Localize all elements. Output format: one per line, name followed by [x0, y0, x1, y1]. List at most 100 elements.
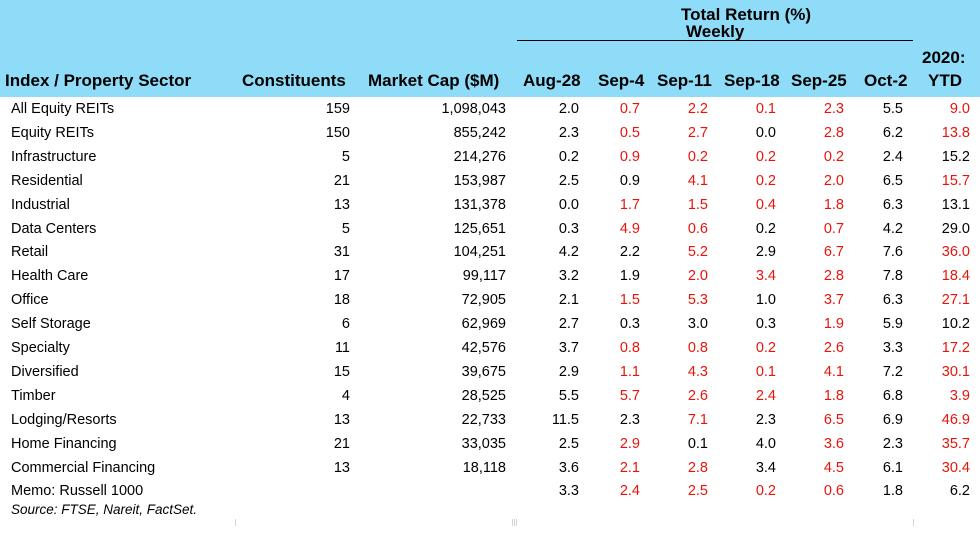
col-header-week-5: Sep-25 [791, 71, 847, 90]
row-weekly-return: 3.3 [558, 483, 579, 500]
row-weekly-return: 1.7 [619, 196, 640, 213]
row-weekly-return: 0.8 [619, 340, 640, 356]
row-sector-name: Infrastructure [11, 148, 97, 165]
row-weekly-return: 0.3 [558, 220, 579, 237]
row-constituents: 13 [333, 196, 350, 213]
row-weekly-return: 0.5 [619, 124, 640, 141]
row-constituents: 13 [333, 459, 350, 476]
row-weekly-return: 0.1 [687, 435, 708, 452]
row-weekly-return: 1.9 [619, 268, 640, 285]
row-weekly-return: 0.1 [755, 101, 776, 117]
row-sector-name: Lodging/Resorts [11, 411, 117, 428]
row-weekly-return: 7.6 [882, 244, 903, 261]
tick-mark [514, 519, 515, 526]
row-weekly-return: 2.9 [619, 435, 640, 452]
col-header-week-6: Oct-2 [864, 71, 908, 90]
row-weekly-return: 5.7 [619, 387, 640, 404]
row-ytd-return: 36.0 [941, 244, 970, 261]
row-weekly-return: 2.9 [755, 244, 776, 261]
row-weekly-return: 2.1 [619, 459, 640, 476]
row-weekly-return: 0.2 [755, 483, 776, 500]
row-constituents: 15 [333, 363, 350, 380]
row-market-cap: 62,969 [461, 316, 506, 333]
row-weekly-return: 7.8 [882, 268, 903, 285]
row-weekly-return: 0.6 [687, 220, 708, 237]
row-weekly-return: 2.2 [687, 101, 708, 117]
group-underline [517, 40, 913, 41]
row-weekly-return: 3.6 [823, 435, 844, 452]
row-weekly-return: 4.2 [882, 220, 903, 237]
row-sector-name: All Equity REITs [11, 101, 115, 117]
row-ytd-return: 13.8 [941, 124, 970, 141]
row-weekly-return: 3.4 [755, 459, 776, 476]
col-header-constituents: Constituents [242, 71, 346, 90]
row-sector-name: Home Financing [11, 435, 117, 452]
row-weekly-return: 2.5 [558, 172, 579, 189]
tick-mark [512, 519, 513, 526]
row-weekly-return: 3.0 [687, 316, 708, 333]
row-market-cap: 33,035 [461, 435, 506, 452]
row-market-cap: 72,905 [461, 292, 506, 309]
row-constituents: 6 [341, 316, 350, 333]
row-weekly-return: 5.9 [882, 316, 903, 333]
row-weekly-return: 6.5 [882, 172, 903, 189]
row-sector-name: Health Care [11, 268, 89, 285]
row-sector-name: Industrial [11, 196, 70, 213]
row-ytd-return: 15.7 [941, 172, 970, 189]
row-weekly-return: 3.6 [558, 459, 579, 476]
row-sector-name: Timber [11, 387, 56, 404]
row-weekly-return: 0.2 [755, 172, 776, 189]
row-weekly-return: 2.1 [558, 292, 579, 309]
row-sector-name: Commercial Financing [11, 459, 156, 476]
row-weekly-return: 7.1 [687, 411, 708, 428]
row-weekly-return: 2.5 [558, 435, 579, 452]
row-weekly-return: 1.8 [882, 483, 903, 500]
row-constituents: 4 [341, 387, 350, 404]
row-weekly-return: 4.2 [558, 244, 579, 261]
row-weekly-return: 0.8 [687, 340, 708, 356]
row-constituents: 18 [333, 292, 350, 309]
row-market-cap: 131,378 [453, 196, 506, 213]
row-weekly-return: 2.0 [823, 172, 844, 189]
row-ytd-return: 46.9 [941, 411, 970, 428]
row-weekly-return: 4.0 [755, 435, 776, 452]
row-market-cap: 153,987 [453, 172, 506, 189]
tick-mark [913, 519, 914, 526]
row-weekly-return: 4.1 [687, 172, 708, 189]
row-weekly-return: 0.2 [558, 148, 579, 165]
row-weekly-return: 1.5 [687, 196, 708, 213]
row-ytd-return: 6.2 [949, 483, 970, 500]
row-ytd-return: 10.2 [941, 316, 970, 333]
row-weekly-return: 6.5 [823, 411, 844, 428]
row-sector-name: Data Centers [11, 220, 97, 237]
row-weekly-return: 2.8 [823, 268, 844, 285]
row-weekly-return: 6.8 [882, 387, 903, 404]
row-weekly-return: 1.1 [619, 363, 640, 380]
row-sector-name: Specialty [11, 340, 70, 356]
row-constituents: 13 [333, 411, 350, 428]
row-weekly-return: 0.3 [755, 316, 776, 333]
row-weekly-return: 0.4 [755, 196, 776, 213]
col-header-week-2: Sep-4 [598, 71, 645, 90]
row-ytd-return: 35.7 [941, 435, 970, 452]
row-market-cap: 22,733 [461, 411, 506, 428]
row-weekly-return: 2.3 [823, 101, 844, 117]
row-weekly-return: 2.7 [687, 124, 708, 141]
row-sector-name: Equity REITs [11, 124, 94, 141]
row-market-cap: 42,576 [461, 340, 506, 356]
row-weekly-return: 3.3 [882, 340, 903, 356]
row-sector-name: Memo: Russell 1000 [11, 483, 144, 500]
row-market-cap: 104,251 [453, 244, 506, 261]
row-weekly-return: 3.7 [823, 292, 844, 309]
row-weekly-return: 2.6 [687, 387, 708, 404]
row-weekly-return: 6.2 [882, 124, 903, 141]
row-weekly-return: 0.9 [619, 148, 640, 165]
row-constituents: 5 [341, 220, 350, 237]
row-weekly-return: 1.8 [823, 387, 844, 404]
row-weekly-return: 2.8 [823, 124, 844, 141]
row-ytd-return: 27.1 [941, 292, 970, 309]
row-weekly-return: 5.5 [558, 387, 579, 404]
row-weekly-return: 2.4 [882, 148, 903, 165]
row-weekly-return: 1.8 [823, 196, 844, 213]
row-weekly-return: 2.3 [882, 435, 903, 452]
